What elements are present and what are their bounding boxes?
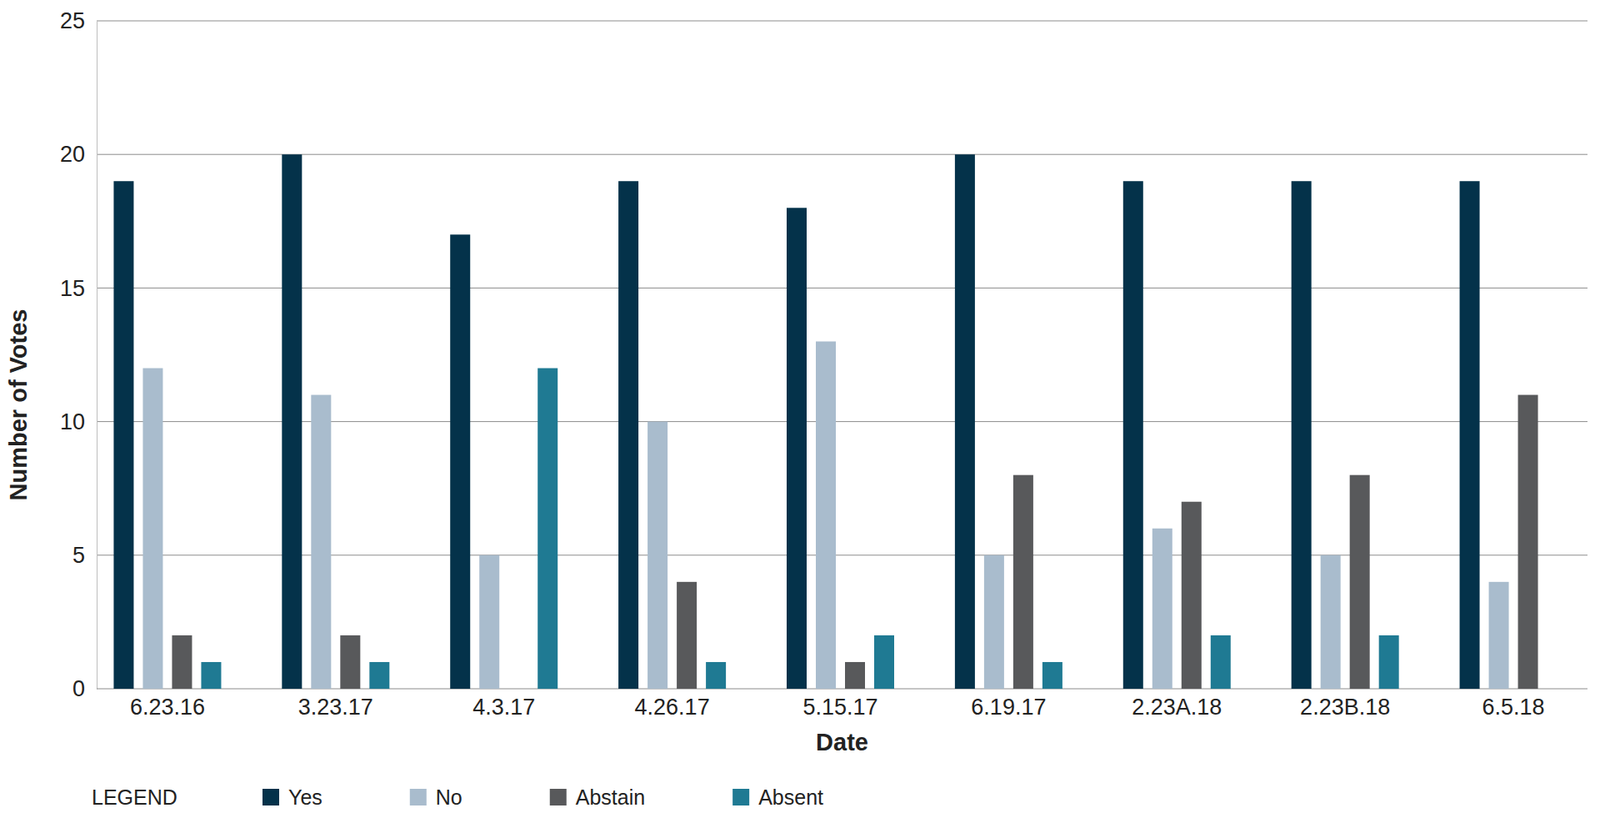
y-tick-label: 25 bbox=[60, 8, 85, 34]
bar bbox=[676, 581, 697, 689]
x-tick: 4.26.17 bbox=[635, 688, 710, 720]
bar bbox=[845, 661, 865, 689]
y-tick-label: 5 bbox=[72, 542, 85, 568]
x-tick: 3.23.17 bbox=[298, 688, 374, 720]
bar bbox=[1460, 180, 1480, 689]
x-axis: 6.23.16 3.23.17 4.3.17 4.26.17 5.15.17 6.19.1… bbox=[96, 688, 1588, 720]
x-tick-label: 6.23.16 bbox=[130, 694, 205, 720]
bar bbox=[479, 555, 500, 689]
x-tick-label: 4.26.17 bbox=[635, 694, 710, 720]
legend-item: No bbox=[410, 785, 463, 809]
x-tick-label: 2.23B.18 bbox=[1300, 694, 1390, 720]
grid-line bbox=[96, 154, 1588, 155]
legend-item: Absent bbox=[732, 785, 824, 809]
bar bbox=[340, 635, 360, 689]
y-tick-label: 0 bbox=[72, 675, 85, 701]
bar bbox=[618, 180, 639, 689]
bar bbox=[200, 661, 221, 689]
x-tick: 5.15.17 bbox=[802, 688, 878, 720]
bar bbox=[874, 635, 895, 689]
bar bbox=[1181, 501, 1202, 689]
series bbox=[171, 395, 1538, 689]
x-tick: 2.23A.18 bbox=[1131, 688, 1222, 720]
legend-swatch bbox=[262, 788, 280, 805]
legend-swatch bbox=[732, 788, 750, 805]
bar bbox=[142, 368, 163, 689]
bar bbox=[537, 368, 558, 689]
y-axis-line bbox=[96, 21, 98, 690]
y-axis-title: Number of Votes bbox=[5, 309, 32, 501]
bar bbox=[171, 635, 192, 689]
x-tick-label: 6.19.17 bbox=[970, 694, 1046, 720]
grid-line bbox=[96, 20, 1588, 22]
bar bbox=[450, 234, 470, 689]
bar bbox=[369, 661, 390, 689]
y-tick: 15 bbox=[60, 275, 97, 301]
y-axis: 0 5 10 15 20 25 bbox=[60, 8, 98, 701]
x-tick: 6.5.18 bbox=[1482, 688, 1545, 720]
bar bbox=[1210, 635, 1231, 689]
bar bbox=[984, 555, 1005, 689]
x-axis-title: Date bbox=[815, 728, 869, 755]
legend-label: Absent bbox=[758, 785, 824, 809]
x-tick-label: 4.3.17 bbox=[472, 694, 535, 720]
legend-label: No bbox=[435, 785, 463, 809]
bar bbox=[705, 661, 726, 689]
bar bbox=[113, 180, 134, 689]
legend-swatch bbox=[550, 788, 567, 805]
y-tick: 5 bbox=[72, 542, 97, 568]
x-tick: 6.19.17 bbox=[970, 688, 1046, 720]
y-tick: 25 bbox=[60, 8, 97, 34]
grid-line bbox=[96, 287, 1588, 289]
x-tick: 4.3.17 bbox=[472, 688, 535, 720]
y-tick-label: 20 bbox=[60, 141, 85, 167]
bar bbox=[1320, 555, 1341, 689]
bar bbox=[1013, 475, 1034, 689]
series bbox=[200, 368, 1399, 689]
series bbox=[113, 154, 1480, 689]
bar bbox=[310, 395, 331, 689]
bar bbox=[955, 154, 975, 689]
bar bbox=[1123, 180, 1144, 689]
chart: 0 5 10 15 20 25 6.23.16 3.23.17 4.3.17 4.26.17 5.1… bbox=[0, 0, 1600, 818]
x-tick-label: 6.5.18 bbox=[1482, 694, 1545, 720]
y-tick: 0 bbox=[72, 675, 97, 701]
x-tick-label: 5.15.17 bbox=[802, 694, 878, 720]
bar bbox=[281, 154, 302, 689]
bar bbox=[1489, 581, 1510, 689]
bar bbox=[1042, 661, 1063, 689]
series bbox=[142, 340, 1509, 689]
legend: LEGEND Yes No Abstain Absent bbox=[91, 785, 824, 809]
legend-item: Yes bbox=[262, 785, 323, 809]
legend-title: LEGEND bbox=[91, 785, 178, 809]
bar bbox=[1379, 635, 1400, 689]
bar bbox=[508, 688, 529, 690]
y-tick: 10 bbox=[60, 409, 97, 435]
legend-label: Yes bbox=[288, 785, 323, 809]
y-tick-label: 10 bbox=[60, 409, 85, 435]
bar bbox=[1350, 475, 1370, 689]
bar bbox=[1547, 688, 1568, 690]
x-tick-label: 3.23.17 bbox=[298, 694, 374, 720]
legend-label: Abstain bbox=[575, 785, 645, 809]
x-tick: 2.23B.18 bbox=[1300, 688, 1390, 720]
bar bbox=[815, 340, 836, 689]
bar bbox=[1518, 395, 1539, 689]
y-tick: 20 bbox=[60, 141, 97, 167]
bar bbox=[786, 207, 807, 689]
bars bbox=[113, 154, 1538, 689]
y-tick-label: 15 bbox=[60, 275, 85, 301]
legend-item: Abstain bbox=[550, 785, 645, 809]
x-tick: 6.23.16 bbox=[130, 688, 205, 720]
bar bbox=[1152, 528, 1173, 689]
bar bbox=[647, 421, 668, 689]
legend-swatch bbox=[410, 788, 427, 805]
x-tick-label: 2.23A.18 bbox=[1131, 694, 1222, 720]
bar bbox=[1291, 180, 1312, 689]
